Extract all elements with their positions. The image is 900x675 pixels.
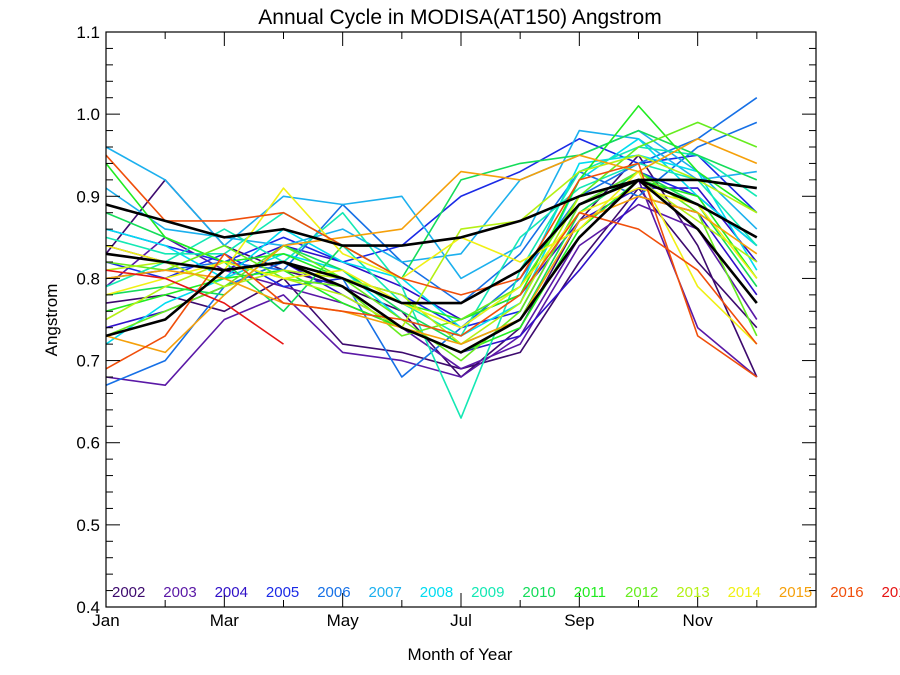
legend-entry-2010: 2010 [522, 584, 555, 601]
x-tick-label: Jan [92, 611, 119, 630]
series-line-2016-1 [105, 154, 758, 378]
legend-entry-2016: 2016 [830, 584, 863, 601]
x-tick-label: Nov [683, 611, 714, 630]
legend-entry-2003: 2003 [163, 584, 196, 601]
series-line-2002-1 [105, 187, 758, 370]
y-tick-label: 0.7 [76, 352, 100, 371]
plot-area: 0.4 0.5 0.6 0.7 0.8 0.9 1.0 1.1 Jan Mar May Jul Sep N… [76, 23, 817, 630]
legend-entry-2004: 2004 [215, 584, 248, 601]
legend-entry-2005: 2005 [266, 584, 299, 601]
legend-entry-2002: 2002 [112, 584, 145, 601]
legend-entry-2006: 2006 [317, 584, 350, 601]
y-tick-label: 0.4 [76, 598, 100, 617]
legend-entry-2007: 2007 [369, 584, 402, 601]
legend-entry-2009: 2009 [471, 584, 504, 601]
legend-entry-2011: 2011 [574, 584, 606, 601]
mean-layer [105, 178, 758, 354]
series-line-2013-1 [105, 154, 758, 329]
y-tick-label: 0.5 [76, 516, 100, 535]
series-line-2017-1 [105, 269, 284, 345]
series-line-2003-1 [105, 179, 758, 387]
x-tick-label: Jul [450, 611, 472, 630]
y-tick-label: 1.1 [76, 23, 100, 42]
y-tick-label: 0.6 [76, 434, 100, 453]
series-line-2016-2 [105, 211, 758, 370]
mean-line-2 [105, 178, 758, 305]
legend-entry-2015: 2015 [779, 584, 812, 601]
mean-line-1 [105, 178, 757, 247]
legend-entry-2017: 2017 [882, 584, 900, 601]
mean-line-3 [105, 178, 758, 354]
y-tick-label: 1.0 [76, 105, 100, 124]
legend: 2002 2003 2004 2005 2006 2007 2008 2009 2010 2011… [112, 584, 900, 601]
legend-entry-2013: 2013 [676, 584, 709, 601]
y-axis-label: Angstrom [42, 284, 61, 357]
tick-layer: 0.4 0.5 0.6 0.7 0.8 0.9 1.0 1.1 Jan Mar May Jul Sep N… [76, 23, 817, 630]
x-axis-label: Month of Year [408, 645, 513, 664]
series-line-2015-1 [105, 138, 758, 354]
y-tick-label: 0.8 [76, 269, 100, 288]
series-line-2004-1 [105, 195, 758, 354]
legend-entry-2012: 2012 [625, 584, 658, 601]
series-line-2005-2 [105, 138, 758, 263]
x-tick-label: Sep [564, 611, 594, 630]
legend-entry-2014: 2014 [728, 584, 761, 601]
x-tick-label: Mar [210, 611, 240, 630]
series-layer [105, 97, 758, 419]
series-line-2011-1 [105, 105, 758, 321]
chart-title: Annual Cycle in MODISA(AT150) Angstrom [258, 6, 661, 29]
y-tick-label: 0.9 [76, 187, 100, 206]
legend-entry-2008: 2008 [420, 584, 453, 601]
x-tick-label: May [327, 611, 360, 630]
